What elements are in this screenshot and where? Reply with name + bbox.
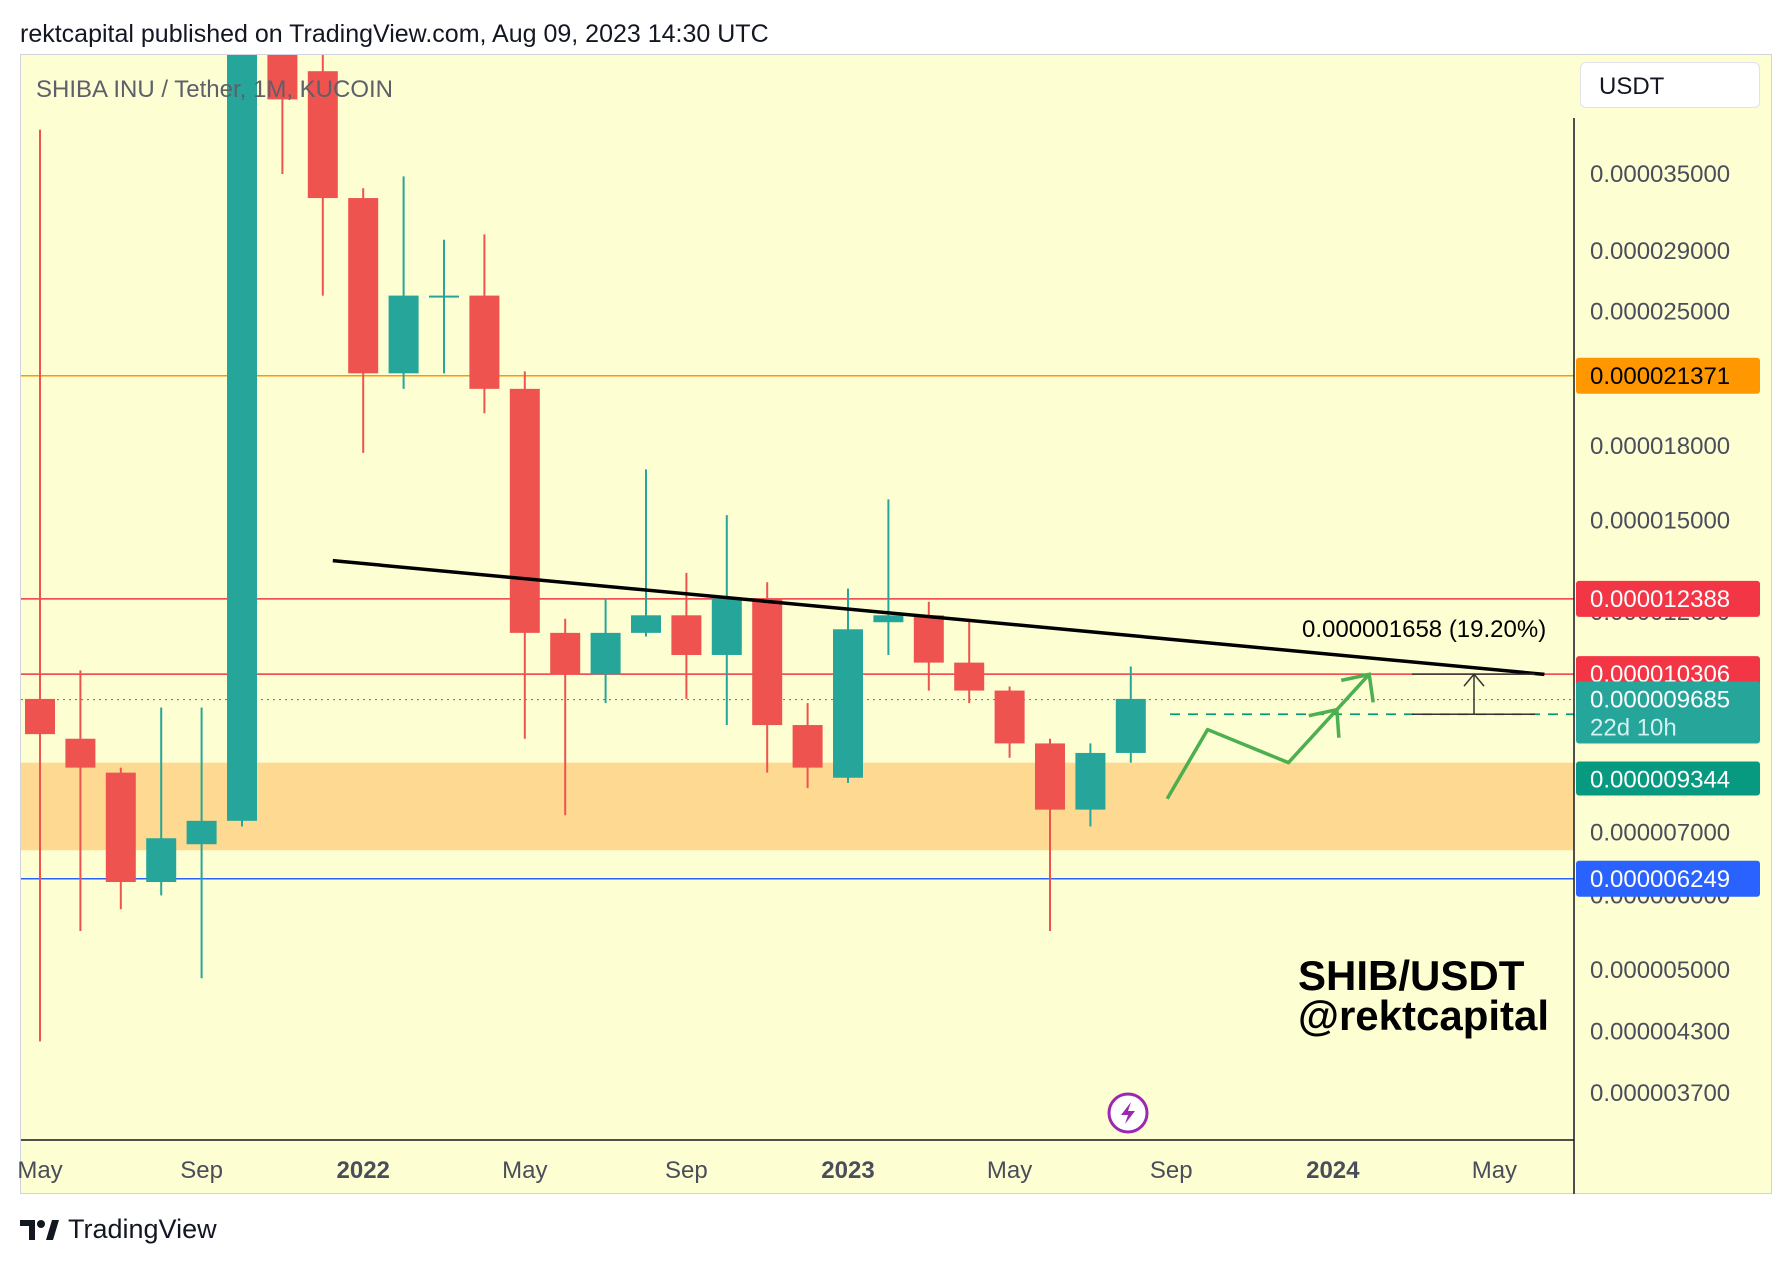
price-tick-label: 0.000007000 (1590, 819, 1730, 846)
time-tick-label: Sep (180, 1157, 223, 1184)
time-tick-label: 2023 (821, 1157, 874, 1184)
candle-body[interactable] (671, 615, 702, 655)
candle-body[interactable] (590, 632, 621, 675)
candle-body[interactable] (1035, 743, 1065, 810)
time-tick-label: Sep (665, 1157, 708, 1184)
price-badge-label: 0.000009685 (1590, 687, 1730, 714)
time-tick-label: Sep (1150, 1157, 1193, 1184)
candle-body[interactable] (550, 632, 581, 675)
price-tick-label: 0.000029000 (1590, 238, 1730, 265)
price-tick-label: 0.000018000 (1590, 433, 1730, 460)
candle-body[interactable] (792, 725, 823, 768)
price-tick-label: 0.000004300 (1590, 1019, 1730, 1046)
candle-body[interactable] (752, 598, 783, 726)
chart-frame (20, 54, 1772, 1194)
candle-body[interactable] (267, 0, 298, 100)
lightning-icon[interactable] (1107, 1092, 1149, 1134)
price-badge-label: 0.000021371 (1590, 363, 1730, 390)
candle-body[interactable] (1075, 752, 1106, 810)
measure-label: 0.000001658 (19.20%) (1302, 616, 1546, 643)
projection-arrowhead (1340, 672, 1375, 703)
candle-body[interactable] (954, 662, 985, 691)
candle-body[interactable] (873, 615, 904, 623)
candle-body[interactable] (105, 772, 136, 883)
candle-body[interactable] (227, 0, 257, 821)
publisher-line: rektcapital published on TradingView.com… (20, 20, 769, 48)
candle-body[interactable] (65, 738, 96, 768)
projection-path[interactable] (1165, 673, 1371, 800)
tradingview-logo-icon (20, 1219, 59, 1240)
trendline[interactable] (332, 558, 1545, 677)
time-tick-label: May (1472, 1157, 1517, 1184)
candle-body[interactable] (631, 615, 661, 633)
price-badge (1576, 761, 1760, 796)
footer-brand: TradingView (68, 1214, 217, 1244)
candle-body[interactable] (146, 838, 177, 883)
price-tick-label: 0.000015000 (1590, 508, 1730, 535)
candle-body[interactable] (509, 388, 540, 633)
price-tick-label: 0.000035000 (1590, 161, 1730, 188)
price-tick-label: 0.000025000 (1590, 299, 1730, 326)
candle-body[interactable] (429, 295, 459, 298)
support-zone (21, 762, 1574, 851)
price-tick-label: 0.000003700 (1590, 1080, 1730, 1107)
price-badge-label: 0.000009344 (1590, 767, 1730, 794)
time-tick-label: May (17, 1157, 62, 1184)
candle-body[interactable] (388, 295, 419, 374)
candle-body[interactable] (469, 295, 500, 389)
candle-body[interactable] (913, 615, 944, 663)
price-badge-label: 0.000012388 (1590, 586, 1730, 613)
candle-body[interactable] (833, 629, 863, 778)
watermark-pair: SHIB/USDT (1298, 952, 1525, 999)
price-badge-label: 0.000006249 (1590, 866, 1730, 893)
candle-body[interactable] (1115, 698, 1146, 753)
candle-body[interactable] (711, 598, 742, 655)
candle-body[interactable] (25, 698, 55, 735)
currency-button[interactable]: USDT (1580, 62, 1760, 108)
watermark-handle: @rektcapital (1298, 992, 1549, 1039)
candle-body[interactable] (307, 71, 338, 199)
candle-body[interactable] (994, 690, 1025, 744)
price-tick-label: 0.000005000 (1590, 957, 1730, 984)
price-badge (1576, 580, 1760, 617)
time-tick-label: May (987, 1157, 1032, 1184)
candle-body[interactable] (186, 820, 217, 845)
candle-body[interactable] (348, 198, 379, 374)
time-tick-label: 2022 (337, 1157, 390, 1184)
symbol-legend[interactable]: SHIBA INU / Tether, 1M, KUCOIN (36, 76, 393, 103)
measure-arrow (1463, 672, 1485, 687)
projection-arrowhead (1308, 707, 1341, 738)
tradingview-footer[interactable]: TradingView (20, 1214, 217, 1245)
price-badge (1576, 357, 1760, 394)
price-badge (1576, 681, 1760, 744)
price-badge (1576, 860, 1760, 897)
countdown-label: 22d 10h (1590, 715, 1677, 742)
time-tick-label: May (502, 1157, 547, 1184)
time-tick-label: 2024 (1306, 1157, 1360, 1184)
